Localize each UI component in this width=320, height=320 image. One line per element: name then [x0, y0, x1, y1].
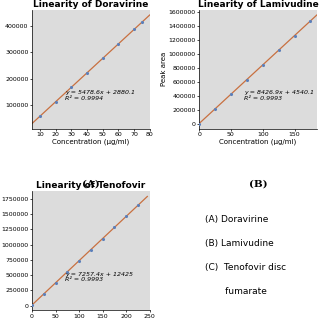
- Point: [29, 302, 35, 308]
- Point: [37, 114, 43, 119]
- Point: [76, 258, 82, 263]
- Text: y = 5478.6x + 2880.1
R² = 0.9994: y = 5478.6x + 2880.1 R² = 0.9994: [65, 90, 135, 101]
- Point: [308, 18, 313, 23]
- Point: [41, 291, 46, 296]
- Title: Linearity of Doravirine: Linearity of Doravirine: [33, 0, 148, 9]
- Point: [196, 121, 202, 126]
- Y-axis label: Peak area: Peak area: [161, 52, 167, 86]
- Point: [135, 203, 140, 208]
- Point: [116, 41, 121, 46]
- Point: [53, 280, 58, 285]
- Point: [244, 77, 249, 82]
- Point: [124, 214, 129, 219]
- Text: (A): (A): [82, 179, 100, 188]
- Point: [53, 99, 58, 104]
- X-axis label: Concentration (µg/ml): Concentration (µg/ml): [52, 139, 130, 145]
- Text: (B): (B): [249, 179, 267, 188]
- Point: [69, 85, 74, 90]
- Point: [276, 48, 281, 53]
- Text: (B) Lamivudine: (B) Lamivudine: [205, 239, 274, 248]
- Text: y = 8426.9x + 4540.1
R² = 0.9993: y = 8426.9x + 4540.1 R² = 0.9993: [244, 90, 314, 101]
- Point: [88, 247, 93, 252]
- Point: [100, 236, 105, 241]
- Point: [292, 33, 297, 38]
- Point: [100, 56, 105, 61]
- Point: [65, 269, 70, 274]
- Point: [212, 106, 218, 111]
- Title: Linearity of Tenofovir: Linearity of Tenofovir: [36, 181, 146, 190]
- Point: [139, 20, 144, 25]
- Point: [84, 70, 90, 76]
- Text: fumarate: fumarate: [205, 286, 267, 296]
- X-axis label: Concentration (µg/ml): Concentration (µg/ml): [219, 139, 297, 145]
- Title: Linearity of Lamivudine: Linearity of Lamivudine: [197, 0, 318, 9]
- Point: [112, 225, 117, 230]
- Point: [228, 92, 234, 97]
- Text: (C)  Tenofovir disc: (C) Tenofovir disc: [205, 263, 286, 272]
- Text: (A) Doravirine: (A) Doravirine: [205, 215, 268, 224]
- Point: [132, 27, 137, 32]
- Point: [260, 62, 265, 68]
- Text: y = 7257.4x + 12425
R² = 0.9993: y = 7257.4x + 12425 R² = 0.9993: [65, 272, 133, 282]
